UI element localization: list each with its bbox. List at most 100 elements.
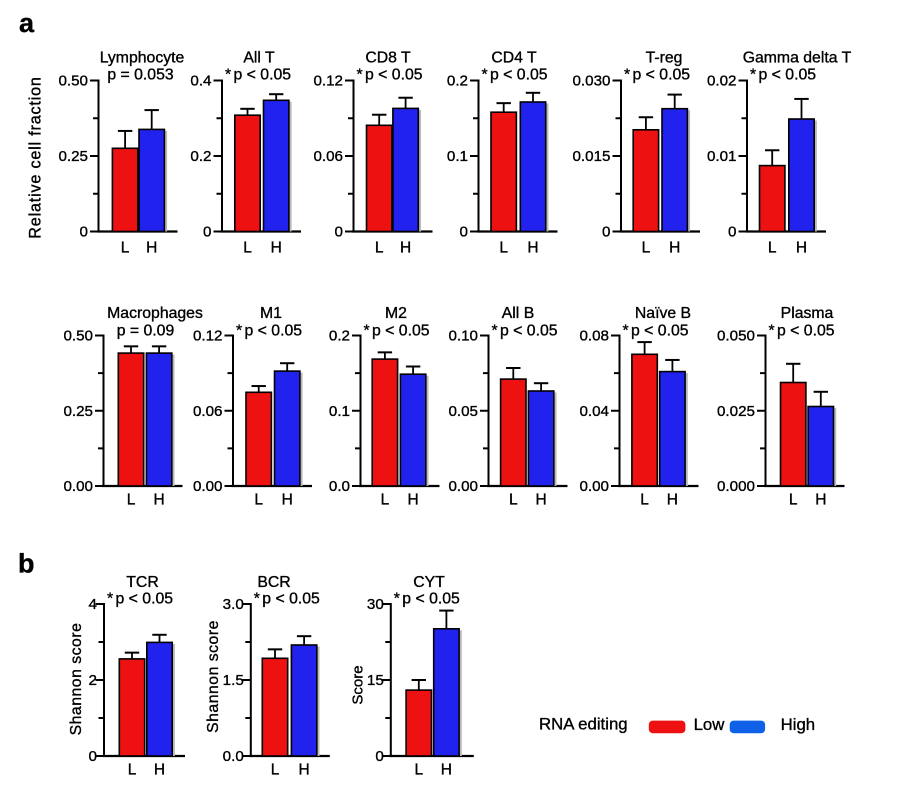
svg-text:*: *	[394, 591, 400, 608]
svg-text:0.0: 0.0	[223, 748, 244, 765]
svg-text:0.05: 0.05	[448, 403, 478, 420]
svg-text:0.50: 0.50	[63, 328, 93, 345]
svg-text:L: L	[121, 240, 130, 257]
svg-text:1.5: 1.5	[223, 672, 244, 689]
svg-text:Gamma delta T: Gamma delta T	[743, 50, 852, 67]
svg-text:T-reg: T-reg	[646, 50, 683, 67]
svg-text:All B: All B	[502, 305, 534, 322]
svg-text:Shannon score: Shannon score	[68, 623, 85, 736]
svg-text:0: 0	[203, 224, 211, 241]
svg-text:0: 0	[335, 224, 343, 241]
svg-text:H: H	[669, 240, 680, 257]
svg-text:p < 0.05: p < 0.05	[262, 591, 320, 608]
svg-text:p < 0.05: p < 0.05	[402, 591, 460, 608]
svg-text:Score: Score	[350, 665, 367, 704]
svg-text:H: H	[271, 240, 282, 257]
svg-text:p = 0.053: p = 0.053	[107, 67, 174, 84]
svg-text:Low: Low	[694, 715, 726, 734]
svg-text:30: 30	[367, 596, 384, 613]
svg-text:p < 0.05: p < 0.05	[245, 322, 303, 339]
svg-text:0.030: 0.030	[572, 73, 610, 90]
svg-text:p < 0.05: p < 0.05	[500, 322, 558, 339]
svg-text:0.4: 0.4	[190, 73, 211, 90]
svg-text:0.50: 0.50	[58, 73, 88, 90]
svg-text:M1: M1	[260, 305, 282, 322]
svg-text:p < 0.05: p < 0.05	[116, 591, 174, 608]
svg-text:0.2: 0.2	[190, 148, 211, 165]
svg-text:0: 0	[80, 224, 88, 241]
svg-text:0.00: 0.00	[448, 478, 478, 495]
svg-text:RNA editing: RNA editing	[539, 715, 628, 734]
svg-text:Relative cell fraction: Relative cell fraction	[27, 76, 45, 238]
svg-text:H: H	[527, 240, 538, 257]
svg-text:M2: M2	[385, 305, 407, 322]
svg-text:0: 0	[460, 224, 468, 241]
svg-text:b: b	[18, 549, 35, 579]
svg-text:p < 0.05: p < 0.05	[777, 322, 835, 339]
svg-text:0: 0	[728, 224, 736, 241]
svg-text:0: 0	[375, 748, 383, 765]
svg-text:H: H	[796, 240, 807, 257]
svg-text:L: L	[375, 240, 384, 257]
svg-text:Shannon score: Shannon score	[205, 620, 222, 733]
svg-text:0.06: 0.06	[193, 403, 223, 420]
svg-text:H: H	[535, 492, 546, 509]
svg-text:0.04: 0.04	[579, 403, 609, 420]
svg-text:*: *	[482, 67, 488, 84]
svg-text:H: H	[441, 762, 452, 779]
svg-text:0: 0	[602, 224, 610, 241]
svg-text:L: L	[768, 240, 777, 257]
svg-text:Lymphocyte: Lymphocyte	[100, 50, 185, 67]
svg-text:H: H	[400, 240, 411, 257]
svg-text:0.10: 0.10	[448, 328, 478, 345]
svg-text:L: L	[509, 492, 518, 509]
svg-text:L: L	[271, 762, 280, 779]
svg-text:*: *	[750, 67, 756, 84]
svg-text:CD4 T: CD4 T	[491, 50, 537, 67]
svg-text:0.2: 0.2	[329, 328, 350, 345]
svg-text:0.25: 0.25	[58, 148, 88, 165]
svg-text:0.015: 0.015	[572, 148, 610, 165]
svg-text:H: H	[667, 492, 678, 509]
svg-text:0.12: 0.12	[193, 328, 223, 345]
svg-text:L: L	[499, 240, 508, 257]
svg-text:*: *	[236, 322, 242, 339]
svg-text:*: *	[624, 67, 630, 84]
svg-text:4: 4	[89, 596, 97, 613]
svg-text:0.000: 0.000	[717, 478, 755, 495]
svg-text:CYT: CYT	[413, 574, 445, 591]
svg-text:0.050: 0.050	[717, 328, 755, 345]
svg-text:0.06: 0.06	[313, 148, 343, 165]
svg-text:High: High	[781, 715, 816, 734]
svg-text:*: *	[357, 67, 363, 84]
svg-text:H: H	[154, 762, 165, 779]
svg-text:H: H	[815, 492, 826, 509]
svg-text:0.00: 0.00	[579, 478, 609, 495]
svg-text:L: L	[789, 492, 798, 509]
svg-text:0.00: 0.00	[193, 478, 223, 495]
svg-text:p < 0.05: p < 0.05	[372, 322, 430, 339]
svg-text:*: *	[492, 322, 498, 339]
svg-text:H: H	[153, 492, 164, 509]
svg-text:*: *	[769, 322, 775, 339]
svg-text:L: L	[254, 492, 263, 509]
svg-text:0.25: 0.25	[63, 403, 93, 420]
svg-text:All T: All T	[243, 50, 275, 67]
svg-text:L: L	[414, 762, 423, 779]
svg-text:L: L	[381, 492, 390, 509]
svg-text:L: L	[642, 240, 651, 257]
svg-text:*: *	[225, 67, 231, 84]
svg-text:*: *	[364, 322, 370, 339]
svg-text:15: 15	[367, 672, 384, 689]
svg-text:L: L	[128, 762, 137, 779]
svg-text:Macrophages: Macrophages	[107, 305, 203, 322]
svg-text:*: *	[254, 591, 260, 608]
svg-text:*: *	[107, 591, 113, 608]
svg-text:p < 0.05: p < 0.05	[234, 67, 292, 84]
svg-text:0: 0	[89, 748, 97, 765]
svg-text:Plasma: Plasma	[781, 305, 834, 322]
svg-text:L: L	[127, 492, 136, 509]
svg-text:0.01: 0.01	[707, 148, 737, 165]
svg-text:0.08: 0.08	[579, 328, 609, 345]
svg-text:0.0: 0.0	[329, 478, 350, 495]
